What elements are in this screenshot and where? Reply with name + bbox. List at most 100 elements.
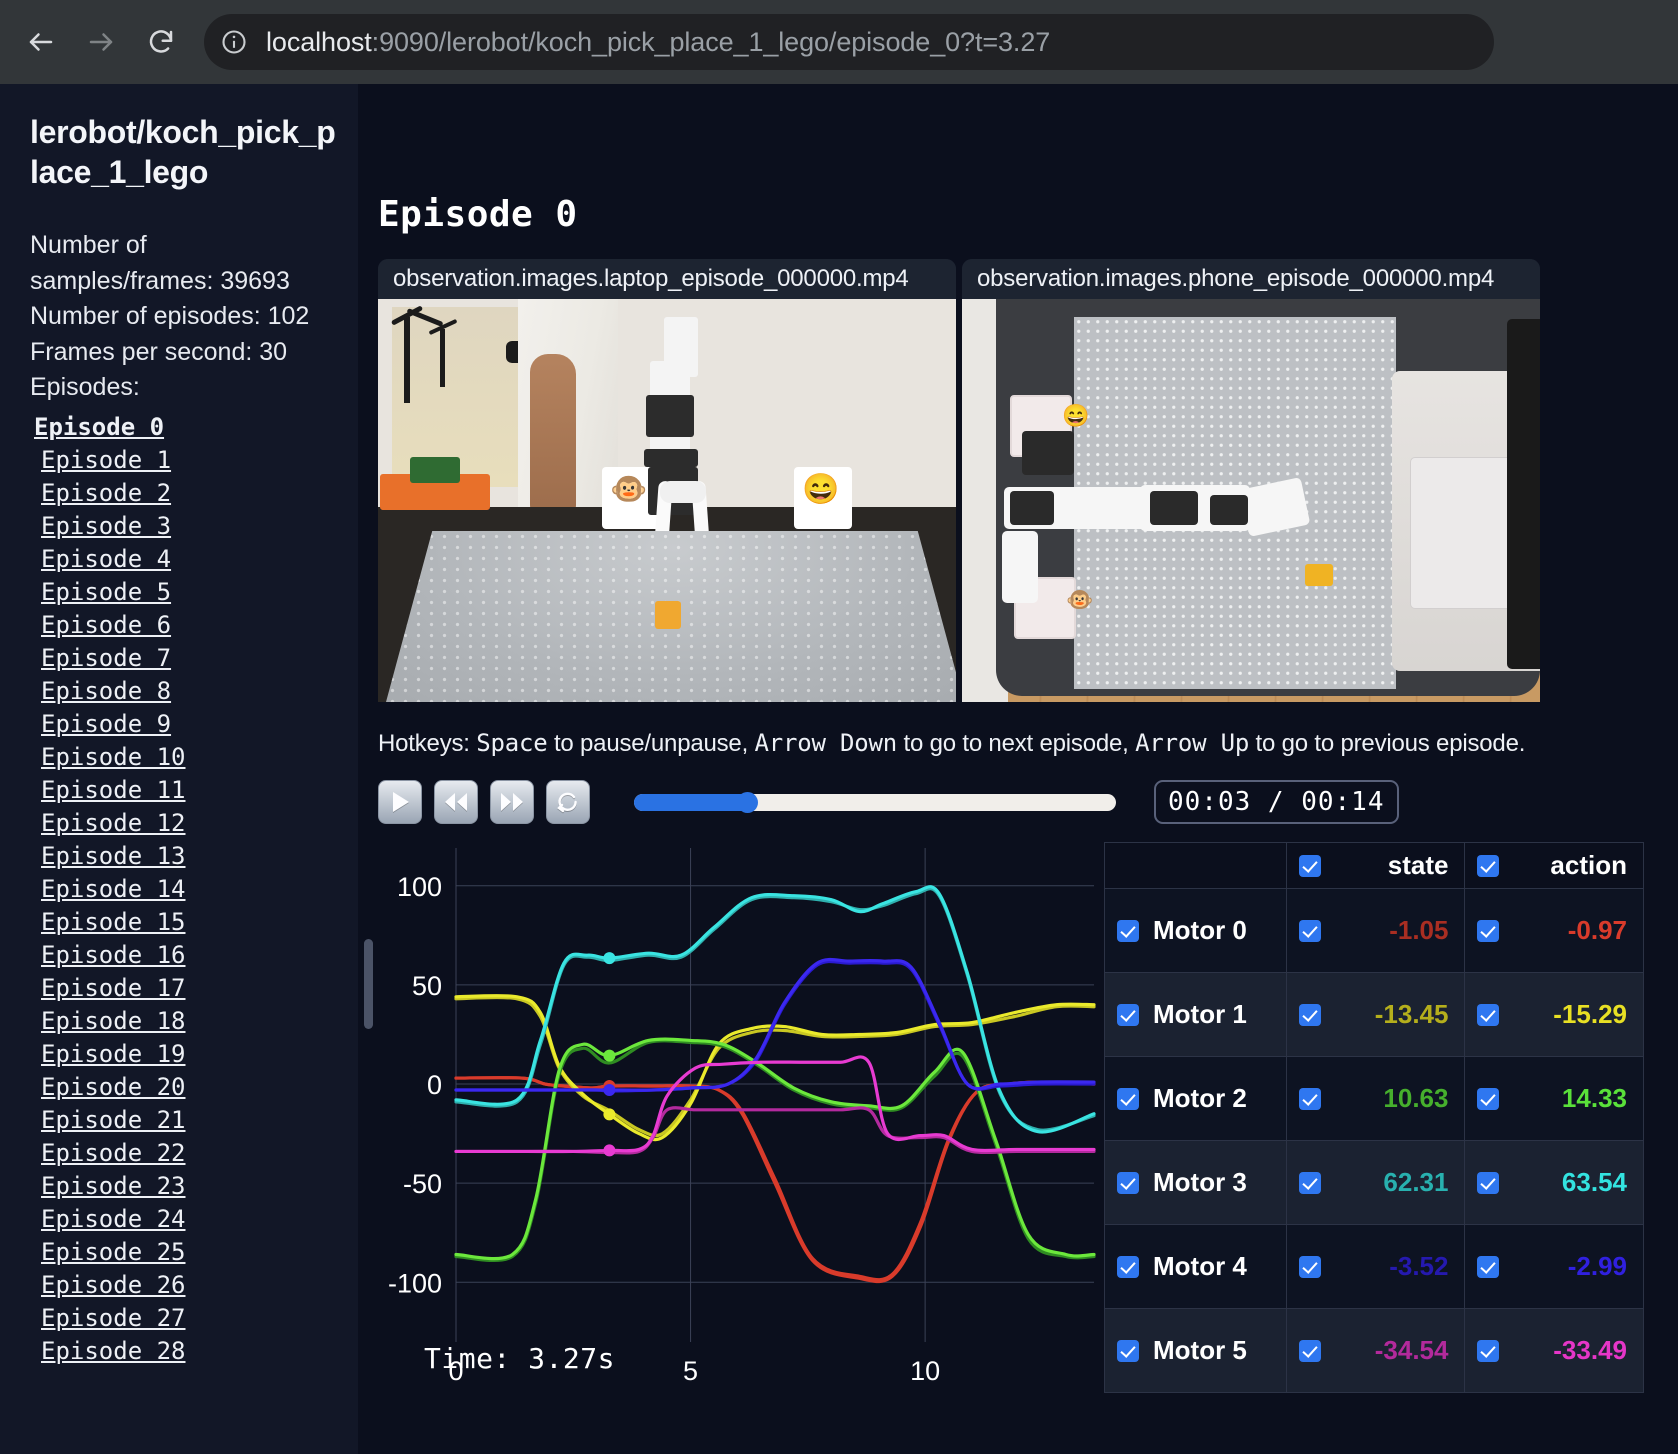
series-line [454,885,1096,1134]
motor-row-checkbox[interactable] [1117,1255,1139,1278]
video-player-laptop[interactable]: 🐵 😄 [378,299,956,702]
cursor-point [603,952,616,965]
dataset-meta: Number of samples/frames: 39693 Number o… [30,228,358,406]
main-content: Episode 0 observation.images.laptop_epis… [358,84,1678,1454]
motor-action-checkbox[interactable] [1477,1171,1500,1194]
meta-samples: Number of samples/frames: 39693 [30,231,290,295]
motor-row-checkbox[interactable] [1117,1339,1139,1362]
motor-action-checkbox[interactable] [1477,1255,1500,1278]
motor-state-checkbox[interactable] [1299,919,1321,942]
series-line [454,957,1096,1092]
episode-link-9[interactable]: Episode 9 [41,709,172,738]
episode-link-23[interactable]: Episode 23 [41,1171,186,1200]
episode-link-12[interactable]: Episode 12 [41,808,186,837]
episode-link-19[interactable]: Episode 19 [41,1039,186,1068]
episode-link-21[interactable]: Episode 21 [41,1105,186,1134]
sidebar: lerobot/koch_pick_place_1_lego Number of… [0,84,358,1454]
episode-link-4[interactable]: Episode 4 [41,544,172,573]
data-section: 100 50 0 -50 -100 0 5 10 Time: 3.27s state [378,842,1678,1402]
seek-track[interactable] [634,791,1116,813]
episode-link-17[interactable]: Episode 17 [41,973,186,1002]
loop-icon[interactable] [546,780,590,824]
forward-icon[interactable] [78,19,124,65]
motor-row-checkbox[interactable] [1117,919,1139,942]
cursor-point [603,1083,616,1096]
video-grid: observation.images.laptop_episode_000000… [378,259,1678,702]
video-card-laptop: observation.images.laptop_episode_000000… [378,259,956,702]
motor-name-cell: Motor 0 [1104,888,1287,973]
timeseries-chart[interactable]: 100 50 0 -50 -100 0 5 10 Time: 3.27s [378,842,1098,1402]
action-column-checkbox[interactable] [1477,854,1500,877]
x-tick-label: 10 [910,1356,940,1386]
episode-link-13[interactable]: Episode 13 [41,841,186,870]
hotkey-arrow-down: Arrow Down [754,729,898,757]
motor-state-checkbox[interactable] [1299,1255,1321,1278]
episode-link-1[interactable]: Episode 1 [41,445,172,474]
motor-table-body: Motor 0 -1.05 -0.97 Motor 1 -13.45 -15.29 Moto… [1104,888,1644,1393]
episode-link-26[interactable]: Episode 26 [41,1270,186,1299]
episode-list: Episode 0 Episode 1 Episode 2 Episode 3 Epis… [30,411,358,1368]
episode-link-2[interactable]: Episode 2 [41,478,172,507]
motor-row-checkbox[interactable] [1117,1171,1139,1194]
episode-link-25[interactable]: Episode 25 [41,1237,186,1266]
motor-action-checkbox[interactable] [1477,919,1500,942]
motor-action-value: 63.54 [1561,1167,1627,1197]
episode-link-8[interactable]: Episode 8 [41,676,172,705]
episode-link-18[interactable]: Episode 18 [41,1006,186,1035]
address-bar[interactable]: localhost:9090/lerobot/koch_pick_place_1… [204,14,1494,70]
episode-link-15[interactable]: Episode 15 [41,907,186,936]
meta-fps: Frames per second: 30 [30,337,288,366]
episode-link-3[interactable]: Episode 3 [41,511,172,540]
episode-link-10[interactable]: Episode 10 [41,742,186,771]
motor-action-checkbox[interactable] [1477,1339,1500,1362]
episode-link-22[interactable]: Episode 22 [41,1138,186,1167]
browser-toolbar: localhost:9090/lerobot/koch_pick_place_1… [0,0,1678,84]
video-player-phone[interactable]: 😄 🐵 [962,299,1540,702]
table-row: Motor 2 10.63 14.33 [1104,1056,1644,1141]
seek-fill [634,793,748,811]
episode-link-24[interactable]: Episode 24 [41,1204,186,1233]
motor-state-checkbox[interactable] [1299,1339,1321,1362]
play-icon[interactable] [378,780,422,824]
y-tick-label: 50 [412,971,442,1001]
episodes-label: Episodes: [30,373,140,401]
motor-action-cell: 63.54 [1464,1140,1644,1225]
episode-link-6[interactable]: Episode 6 [41,610,172,639]
motor-action-checkbox[interactable] [1477,1003,1500,1026]
rewind-icon[interactable] [434,780,478,824]
motor-state-value: -3.52 [1389,1251,1449,1281]
state-column-checkbox[interactable] [1299,854,1321,877]
hotkey-arrow-up: Arrow Up [1135,729,1250,757]
episode-link-11[interactable]: Episode 11 [41,775,186,804]
motor-state-checkbox[interactable] [1299,1087,1321,1110]
back-icon[interactable] [18,19,64,65]
motor-name-cell: Motor 3 [1104,1140,1287,1225]
episode-link-28[interactable]: Episode 28 [41,1336,186,1365]
info-circle-icon[interactable] [214,22,254,62]
seek-bar[interactable] [634,780,1116,824]
episode-link-27[interactable]: Episode 27 [41,1303,186,1332]
motor-state-checkbox[interactable] [1299,1003,1321,1026]
motor-table: state action Motor 0 -1.05 -0.97 Mot [1104,842,1644,1393]
motor-action-checkbox[interactable] [1477,1087,1500,1110]
fast-forward-icon[interactable] [490,780,534,824]
motor-row-checkbox[interactable] [1117,1087,1139,1110]
episode-link-16[interactable]: Episode 16 [41,940,186,969]
motor-label: Motor 3 [1153,1167,1247,1197]
motor-row-checkbox[interactable] [1117,1003,1139,1026]
x-tick-label: 0 [448,1356,463,1386]
series-line [454,1037,1096,1261]
panel-resize-handle[interactable] [364,939,373,1029]
reload-icon[interactable] [138,19,184,65]
episode-link-5[interactable]: Episode 5 [41,577,172,606]
episode-link-7[interactable]: Episode 7 [41,643,172,672]
episode-link-0[interactable]: Episode 0 [34,412,165,441]
motor-state-value: 10.63 [1383,1083,1449,1113]
seek-thumb[interactable] [737,791,759,813]
motor-state-checkbox[interactable] [1299,1171,1321,1194]
episode-link-14[interactable]: Episode 14 [41,874,186,903]
meta-episodes: Number of episodes: 102 [30,302,310,330]
y-tick-label: -100 [388,1268,442,1298]
table-row: Motor 4 -3.52 -2.99 [1104,1224,1644,1309]
episode-link-20[interactable]: Episode 20 [41,1072,186,1101]
